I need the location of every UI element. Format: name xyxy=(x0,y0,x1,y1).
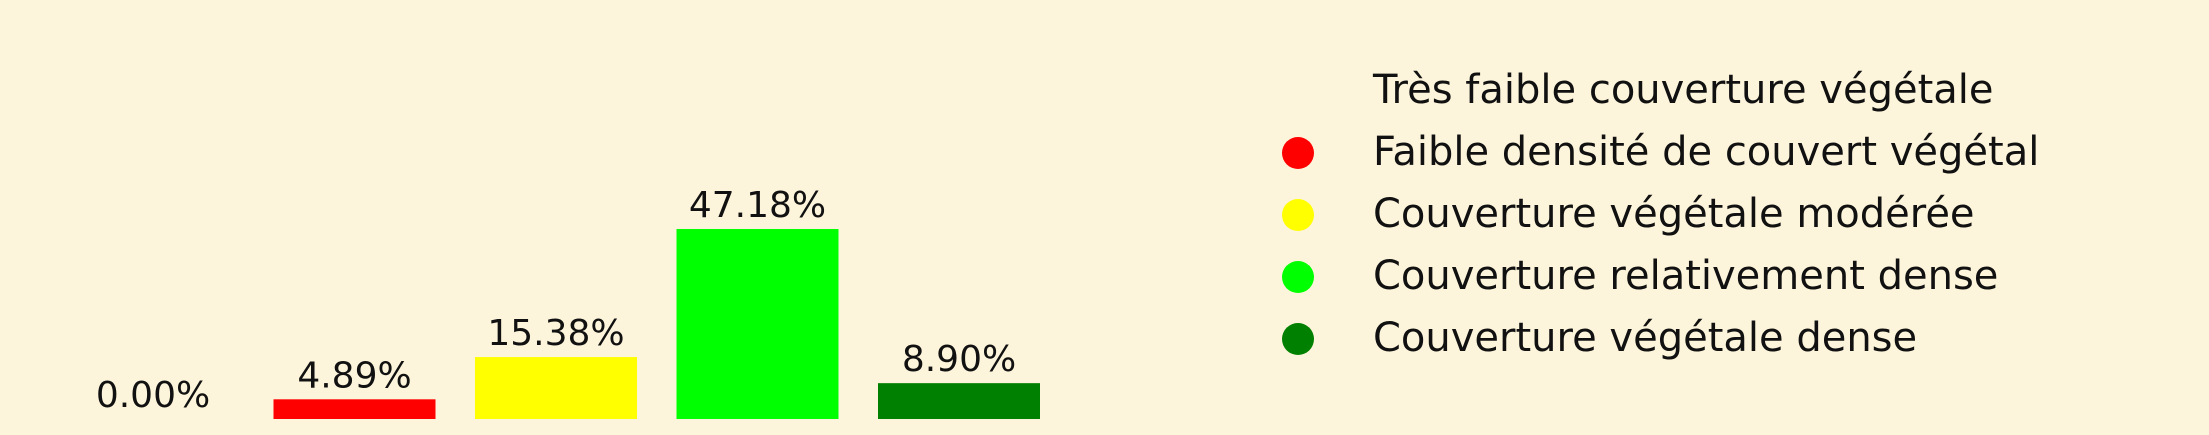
bar-value-label: 8.90% xyxy=(902,339,1016,380)
legend-marker xyxy=(1282,261,1314,293)
bar-chart-svg: 0.00% 4.89% 15.38% 47.18% 8.90% xyxy=(96,185,1040,419)
bar-chart: 0.00% 4.89% 15.38% 47.18% 8.90% xyxy=(96,185,1040,419)
chart-legend: Très faible couverture végétale Faible d… xyxy=(1270,60,2170,370)
bar xyxy=(475,357,637,419)
legend-item: Couverture végétale dense xyxy=(1270,308,2170,370)
legend-label: Couverture végétale dense xyxy=(1373,315,1918,361)
bar xyxy=(676,229,839,419)
bar xyxy=(878,383,1040,419)
legend-label: Très faible couverture végétale xyxy=(1373,67,1994,113)
legend-item: Faible densité de couvert végétal xyxy=(1270,122,2170,184)
legend-label: Couverture végétale modérée xyxy=(1373,191,1975,237)
bar-value-label: 15.38% xyxy=(487,313,624,354)
bar-value-label: 0.00% xyxy=(96,375,210,416)
legend-item: Couverture relativement dense xyxy=(1270,246,2170,308)
bar-value-label: 47.18% xyxy=(689,185,826,226)
bar-value-label: 4.89% xyxy=(297,355,411,396)
legend-item: Couverture végétale modérée xyxy=(1270,184,2170,246)
legend-label: Faible densité de couvert végétal xyxy=(1373,129,2040,175)
bar xyxy=(273,399,436,419)
legend-marker xyxy=(1282,323,1314,355)
legend-label: Couverture relativement dense xyxy=(1373,253,1999,299)
legend-marker xyxy=(1282,199,1314,231)
legend-item: Très faible couverture végétale xyxy=(1270,60,2170,122)
legend-marker xyxy=(1282,137,1314,169)
legend-marker xyxy=(1282,75,1314,107)
